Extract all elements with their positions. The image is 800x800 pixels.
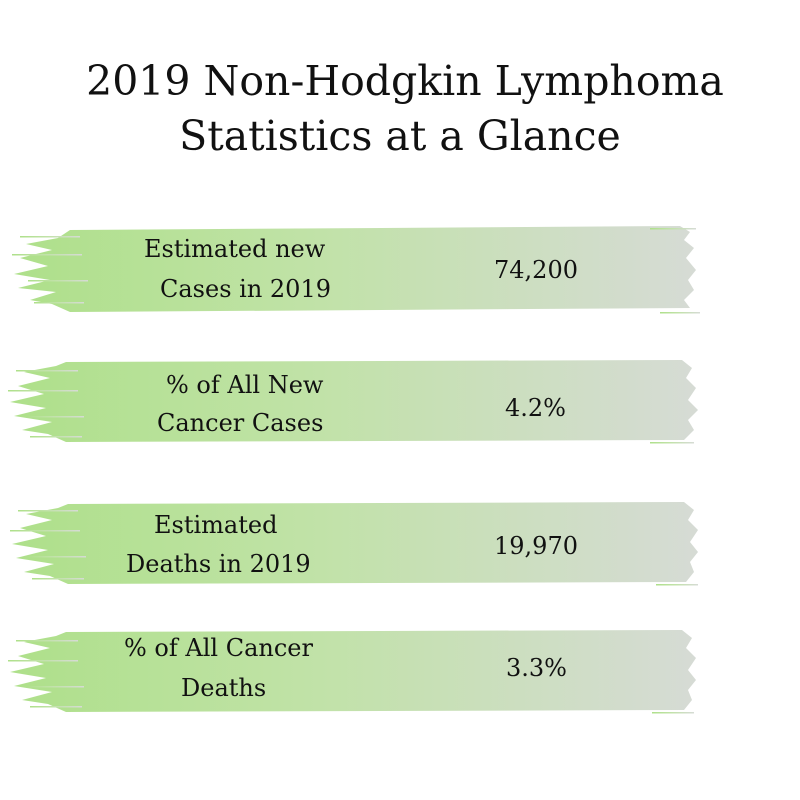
brush-stroke-background — [10, 502, 698, 586]
title-line-1: 2019 Non-Hodgkin Lymphoma — [86, 57, 724, 105]
stat-label-line-2: Cases in 2019 — [160, 275, 331, 303]
stat-row-new-cases: Estimated new Cases in 2019 74,200 — [0, 218, 800, 318]
stat-value: 19,970 — [494, 532, 578, 560]
stat-label: % of All Cancer Deaths — [0, 620, 800, 720]
stat-label-line-1: % of All New — [166, 371, 324, 399]
stat-row-deaths-percent: % of All Cancer Deaths 3.3% — [0, 620, 800, 720]
stat-label-line-1: % of All Cancer — [124, 634, 313, 662]
stat-row-new-cases-percent: % of All New Cancer Cases 4.2% — [0, 350, 800, 450]
brush-stroke-background — [12, 226, 700, 314]
stat-label-line-1: Estimated new — [144, 235, 326, 263]
stat-row-deaths: Estimated Deaths in 2019 19,970 — [0, 492, 800, 592]
brush-stroke-background — [8, 360, 698, 444]
brush-stroke-background — [8, 630, 696, 714]
stat-label-line-1: Estimated — [154, 511, 278, 539]
stat-value: 4.2% — [505, 394, 566, 422]
stat-label-line-2: Deaths — [181, 674, 267, 702]
stat-label: Estimated Deaths in 2019 — [0, 492, 800, 592]
stat-value: 3.3% — [506, 654, 567, 682]
title-line-2: Statistics at a Glance — [179, 112, 621, 160]
stat-label-line-2: Cancer Cases — [157, 409, 324, 437]
stat-label: Estimated new Cases in 2019 — [0, 218, 800, 318]
stat-label: % of All New Cancer Cases — [0, 350, 800, 450]
stat-label-line-2: Deaths in 2019 — [126, 550, 311, 578]
stat-value: 74,200 — [494, 256, 578, 284]
page-title: 2019 Non-Hodgkin Lymphoma Statistics at … — [0, 54, 800, 164]
